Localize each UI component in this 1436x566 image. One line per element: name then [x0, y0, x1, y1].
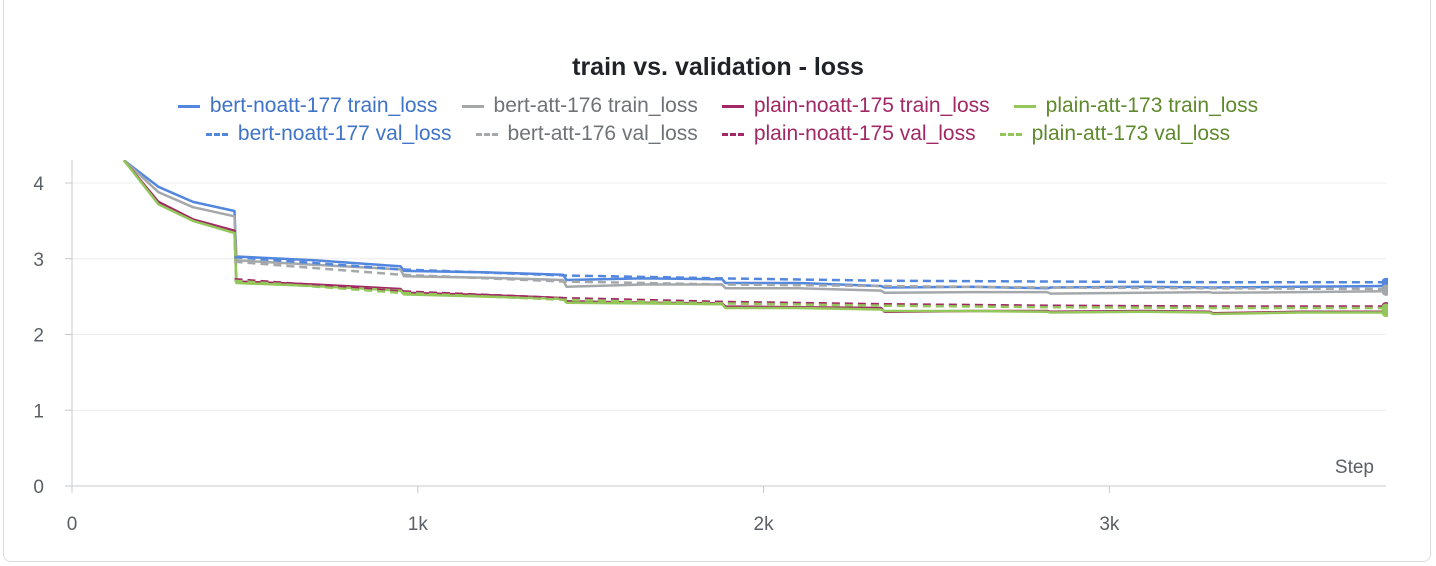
chart-title: train vs. validation - loss: [572, 53, 864, 81]
legend-label: plain-att-173 val_loss: [1031, 122, 1231, 145]
legend-item[interactable]: plain-noatt-175 val_loss: [721, 120, 976, 148]
x-axis-label: Step: [1335, 457, 1374, 478]
legend-item[interactable]: plain-noatt-175 train_loss: [721, 92, 990, 120]
legend-label: bert-noatt-177 val_loss: [237, 122, 452, 145]
series-line: [234, 255, 1386, 284]
legend-label: plain-noatt-175 train_loss: [753, 94, 990, 117]
y-tick-label: 2: [33, 326, 44, 347]
legend-item[interactable]: bert-noatt-177 val_loss: [205, 120, 452, 148]
legend-item[interactable]: plain-att-173 train_loss: [1013, 92, 1259, 120]
gridlines: [72, 182, 1386, 411]
legend-swatch-icon: [461, 104, 484, 108]
legend-item[interactable]: bert-att-176 train_loss: [461, 92, 698, 120]
series-line: [123, 160, 1387, 295]
series-end-point: [1381, 303, 1388, 313]
axes: [65, 160, 1386, 493]
legend-swatch-icon: [999, 132, 1022, 136]
legend-swatch-icon: [721, 104, 744, 108]
legend-item[interactable]: bert-att-176 val_loss: [475, 120, 698, 148]
y-tick-label: 1: [33, 401, 44, 422]
legend-item[interactable]: plain-att-173 val_loss: [999, 120, 1231, 148]
y-tick-label: 4: [33, 174, 44, 195]
legend-row-val: bert-noatt-177 val_loss bert-att-176 val_…: [0, 120, 1436, 148]
legend-swatch-icon: [177, 104, 200, 108]
series-lines: [122, 160, 1388, 318]
x-tick-label: 1k: [408, 514, 429, 535]
legend-swatch-icon: [475, 132, 498, 136]
y-tick-label: 0: [33, 477, 44, 498]
series-end-point: [1381, 284, 1388, 294]
tick-labels: 0 1 2 3 4 0 1k 2k 3k Step: [33, 174, 1374, 535]
x-tick-label: 2k: [754, 514, 775, 535]
legend-swatch-icon: [721, 132, 744, 136]
legend-row-train: bert-noatt-177 train_loss bert-att-176 tr…: [0, 92, 1436, 120]
legend-label: bert-att-176 train_loss: [493, 94, 698, 117]
legend-swatch-icon: [1013, 104, 1036, 108]
y-tick-label: 3: [33, 250, 44, 271]
series-line: [234, 260, 1387, 291]
legend-label: plain-att-173 train_loss: [1045, 94, 1259, 117]
legend-label: plain-noatt-175 val_loss: [753, 122, 976, 145]
chart-legend: bert-noatt-177 train_loss bert-att-176 tr…: [0, 92, 1436, 148]
legend-item[interactable]: bert-noatt-177 train_loss: [177, 92, 438, 120]
x-tick-label: 3k: [1099, 514, 1120, 535]
legend-label: bert-att-176 val_loss: [507, 122, 698, 145]
series-end-point: [1381, 277, 1388, 287]
legend-swatch-icon: [205, 132, 228, 136]
legend-label: bert-noatt-177 train_loss: [209, 94, 438, 117]
x-tick-label: 0: [67, 514, 78, 535]
